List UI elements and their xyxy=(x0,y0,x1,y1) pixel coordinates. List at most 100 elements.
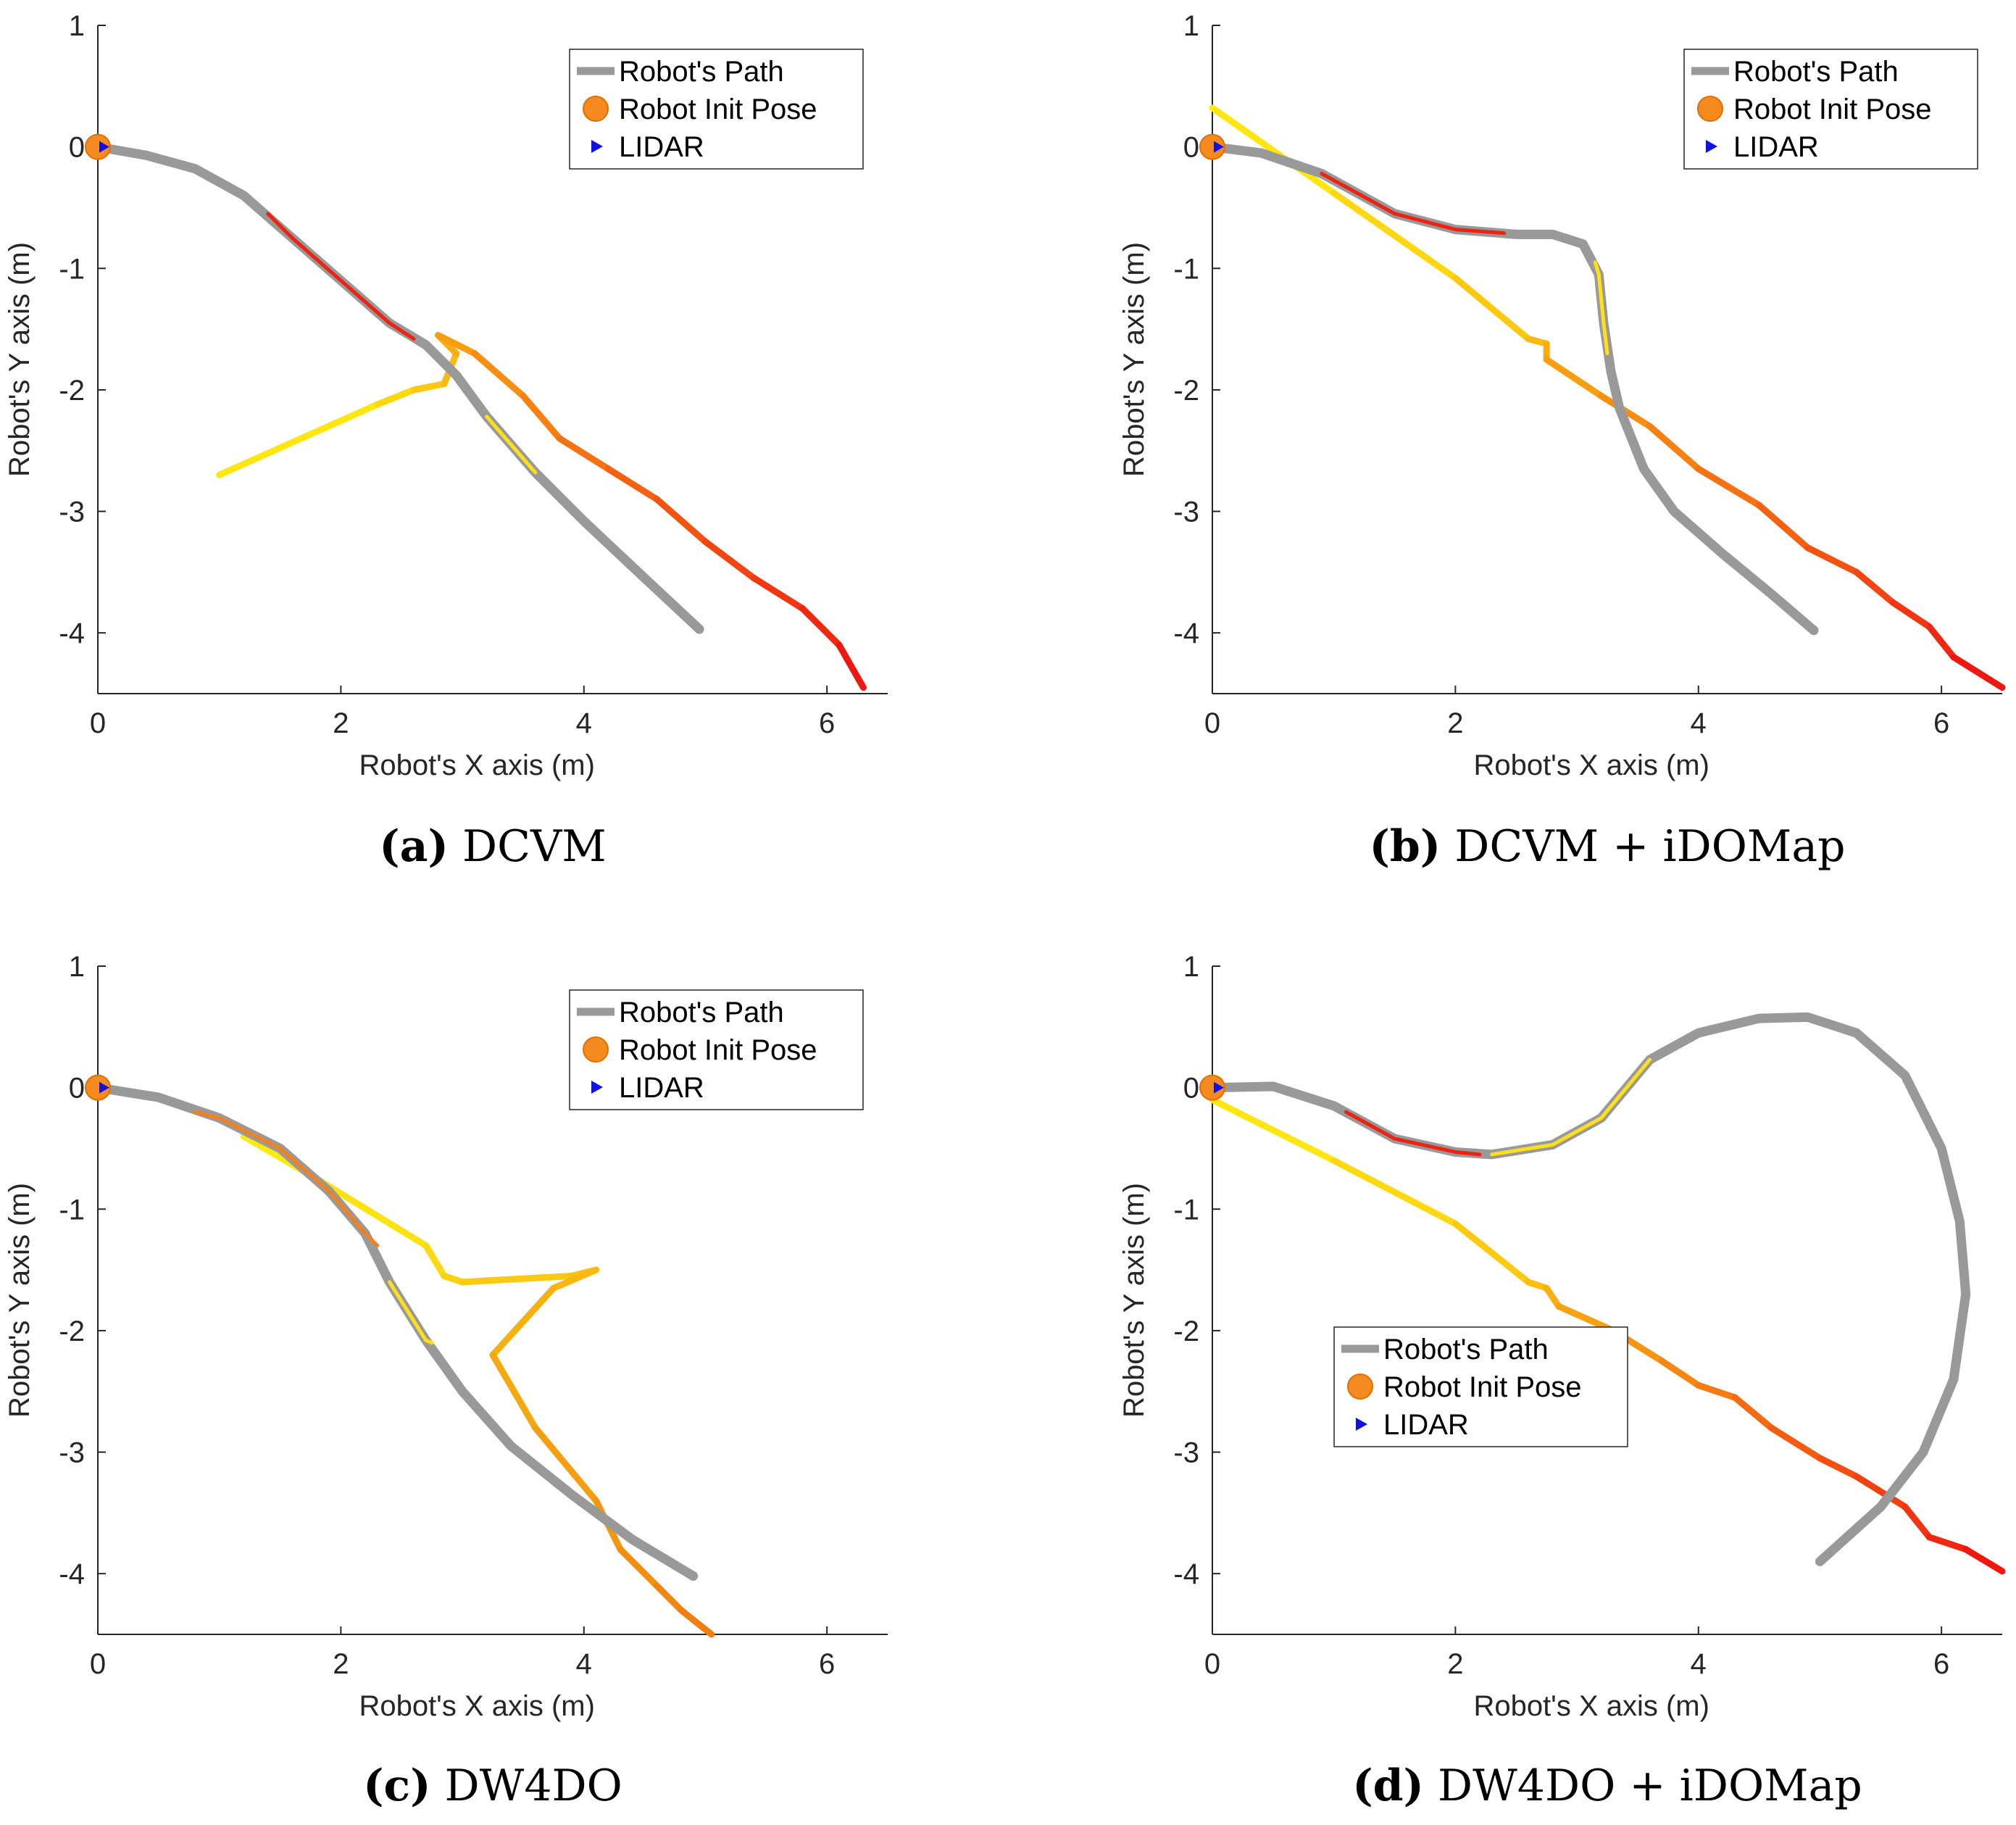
legend-entry: Robot's Path xyxy=(1733,56,1899,88)
obstacle-trajectory-segment xyxy=(836,641,867,691)
x-tick-label: 2 xyxy=(1447,707,1463,739)
panel-caption: (c) DW4DO xyxy=(363,1760,622,1811)
legend-entry: LIDAR xyxy=(619,131,704,163)
x-tick-label: 0 xyxy=(90,1648,106,1680)
x-tick-label: 6 xyxy=(1933,1648,1949,1680)
obstacle-trajectory-segment xyxy=(1646,423,1702,473)
robot-path-highlight xyxy=(1490,1057,1652,1157)
legend-box xyxy=(1333,1326,1628,1447)
y-tick-label: -3 xyxy=(1173,1437,1199,1469)
lidar-marker xyxy=(1214,141,1224,153)
y-tick-label: -3 xyxy=(1173,496,1199,528)
y-tick-label: -4 xyxy=(1173,1558,1199,1590)
robot-path-highlight xyxy=(1320,172,1506,236)
legend-entry: Robot's Path xyxy=(619,997,784,1028)
y-tick-label: -3 xyxy=(59,1437,85,1469)
obstacle-trajectory-segment xyxy=(435,331,478,357)
caption-text: DW4DO + iDOMap xyxy=(1424,1760,1862,1811)
y-axis-label: Robot's Y axis (m) xyxy=(1118,242,1150,477)
legend-lidar-swatch xyxy=(591,1081,603,1094)
y-tick-label: 1 xyxy=(1183,951,1199,983)
legend-entry: Robot Init Pose xyxy=(1733,93,1932,125)
robot-init-pose-marker xyxy=(85,133,111,160)
legend-lidar-swatch xyxy=(1356,1418,1367,1431)
y-tick-label: -4 xyxy=(59,1558,85,1590)
robot-init-pose-marker xyxy=(1199,1074,1225,1101)
x-axis-label: Robot's X axis (m) xyxy=(359,749,595,781)
obstacle-trajectory-segment xyxy=(1731,1394,1775,1431)
x-tick-label: 2 xyxy=(333,1648,349,1680)
legend-init-pose-swatch xyxy=(583,96,609,122)
obstacle-trajectory-segment xyxy=(1925,623,1957,661)
obstacle-trajectory-segment xyxy=(1658,1358,1702,1389)
x-axis-label: Robot's X axis (m) xyxy=(1473,1690,1709,1722)
obstacle-trajectory-segment xyxy=(556,435,612,473)
y-tick-label: -1 xyxy=(1173,253,1199,285)
x-tick-label: 6 xyxy=(819,707,835,739)
obstacle-trajectory-segment xyxy=(1330,189,1459,282)
obstacle-trajectory-segment xyxy=(459,1272,575,1286)
x-tick-label: 2 xyxy=(333,707,349,739)
legend-entry: Robot Init Pose xyxy=(619,1034,817,1066)
robot-path-highlight xyxy=(1344,1110,1482,1157)
obstacle-trajectory-segment xyxy=(374,386,417,408)
y-tick-label: 0 xyxy=(69,132,85,164)
x-tick-label: 4 xyxy=(576,707,592,739)
legend-entry: Robot Init Pose xyxy=(1383,1371,1582,1403)
obstacle-trajectory-segment xyxy=(489,1284,557,1358)
caption-label: (d) xyxy=(1352,1760,1424,1811)
obstacle-trajectory-segment xyxy=(1209,104,1338,196)
obstacle-trajectory-segment xyxy=(532,1424,600,1505)
caption-text: DCVM xyxy=(449,821,607,872)
x-axis-label: Robot's X axis (m) xyxy=(1473,749,1709,781)
legend-lidar-swatch xyxy=(1706,140,1717,153)
obstacle-trajectory-segment xyxy=(489,1351,539,1431)
y-axis-label: Robot's Y axis (m) xyxy=(4,242,36,477)
y-axis-label: Robot's Y axis (m) xyxy=(4,1183,36,1418)
legend-entry: LIDAR xyxy=(1383,1409,1469,1441)
robot-path-highlight xyxy=(485,415,538,475)
obstacle-trajectory-segment xyxy=(1695,1381,1738,1401)
legend-box xyxy=(569,989,864,1110)
caption-text: DW4DO xyxy=(430,1760,622,1811)
obstacle-trajectory-segment xyxy=(604,465,660,503)
panel-a: 0 2 4 6 1 0 -1 -2 -3 -4 Robot's X axis (m) Robot's … xyxy=(4,10,888,872)
y-tick-label: -2 xyxy=(59,1315,85,1347)
y-tick-label: 1 xyxy=(69,10,85,42)
obstacle-trajectory-segment xyxy=(1209,1096,1338,1164)
x-tick-label: 6 xyxy=(1933,707,1949,739)
y-tick-label: 0 xyxy=(1183,1073,1199,1105)
caption-text: DCVM + iDOMap xyxy=(1441,821,1845,872)
obstacle-trajectory-segment xyxy=(1962,1546,2006,1575)
robot-path-line xyxy=(1207,142,1819,636)
obstacle-trajectory-segment xyxy=(1902,1503,1933,1541)
y-tick-label: 1 xyxy=(69,951,85,983)
obstacle-trajectory-segment xyxy=(1695,465,1763,509)
y-tick-label: -1 xyxy=(59,253,85,285)
robot-path-highlight xyxy=(266,212,416,341)
robot-path-line xyxy=(93,1083,699,1581)
obstacle-trajectory-segment xyxy=(1853,1473,1909,1510)
robot-path-highlight xyxy=(193,1110,380,1248)
panel-d: 0 2 4 6 1 0 -1 -2 -3 -4 Robot's X axis (m) Robot's … xyxy=(1118,951,2006,1811)
obstacle-trajectory-segment xyxy=(1889,599,1933,631)
obstacle-trajectory-segment xyxy=(313,1175,430,1250)
legend-box xyxy=(569,49,864,170)
obstacle-trajectory-segment xyxy=(799,605,843,649)
obstacle-trajectory-segment xyxy=(216,401,381,478)
obstacle-trajectory-segment xyxy=(678,1606,715,1638)
y-tick-label: -1 xyxy=(59,1194,85,1226)
legend: Robot's Path Robot Init Pose LIDAR xyxy=(569,49,864,170)
legend-entry: LIDAR xyxy=(1733,131,1819,163)
y-tick-label: -1 xyxy=(1173,1194,1199,1226)
legend-entry: LIDAR xyxy=(619,1072,704,1104)
obstacle-trajectory-segment xyxy=(1543,1284,1562,1310)
legend: Robot's Path Robot Init Pose LIDAR xyxy=(1333,1326,1628,1447)
obstacle-trajectory-segment xyxy=(1451,275,1532,343)
y-tick-label: -2 xyxy=(59,375,85,407)
obstacle-trajectory-segment xyxy=(520,392,563,442)
y-tick-label: 0 xyxy=(1183,132,1199,164)
legend-init-pose-swatch xyxy=(1347,1373,1373,1400)
panel-c: 0 2 4 6 1 0 -1 -2 -3 -4 Robot's X axis (m) Robot's … xyxy=(4,951,888,1811)
x-tick-label: 0 xyxy=(1204,1648,1220,1680)
